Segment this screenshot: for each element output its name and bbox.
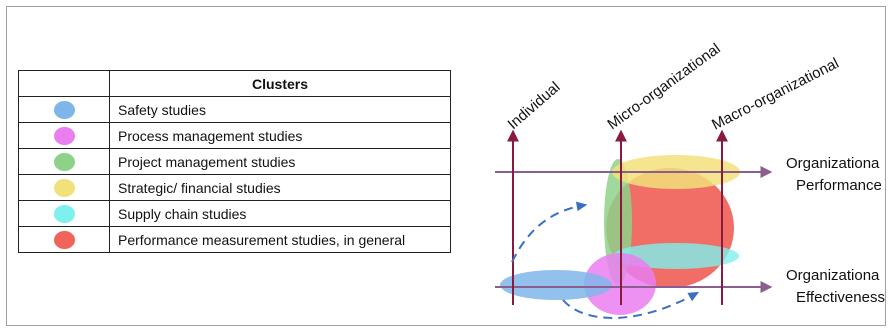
project-swatch-icon: [53, 152, 75, 171]
clusters-legend-table: Clusters Safety studies Process manageme…: [18, 70, 451, 253]
process-swatch-icon: [53, 126, 75, 145]
safety-swatch-icon: [53, 100, 75, 119]
row-label-effectiveness-line1: Organizationa: [786, 267, 880, 284]
safety-cluster-shape: [500, 270, 612, 300]
row-label-performance-line2: Performance: [796, 177, 882, 194]
legend-label: Supply chain studies: [109, 200, 451, 227]
legend-label: Strategic/ financial studies: [109, 174, 451, 201]
row-label-effectiveness-line2: Effectiveness: [796, 289, 885, 306]
legend-row-project: Project management studies: [18, 148, 451, 175]
level-label-micro: Micro-organizational: [604, 40, 723, 133]
level-label-macro: Macro-organizational: [709, 55, 842, 134]
performance-swatch-icon: [53, 230, 75, 249]
legend-row-strategic: Strategic/ financial studies: [18, 174, 451, 201]
legend-label: Performance measurement studies, in gene…: [109, 226, 451, 253]
dashed-arrow-upper: [511, 201, 588, 263]
legend-label: Project management studies: [109, 148, 451, 175]
supply-swatch-icon: [53, 204, 75, 223]
row-label-performance-line1: Organizationa: [786, 155, 880, 172]
legend-header-clusters: Clusters: [109, 70, 451, 97]
legend-row-supply: Supply chain studies: [18, 200, 451, 227]
legend-row-performance: Performance measurement studies, in gene…: [18, 226, 451, 253]
dashed-arrow-lower: [562, 291, 700, 319]
strategic-swatch-icon: [53, 178, 75, 197]
level-label-individual: Individual: [504, 79, 563, 133]
legend-row-safety: Safety studies: [18, 96, 451, 123]
